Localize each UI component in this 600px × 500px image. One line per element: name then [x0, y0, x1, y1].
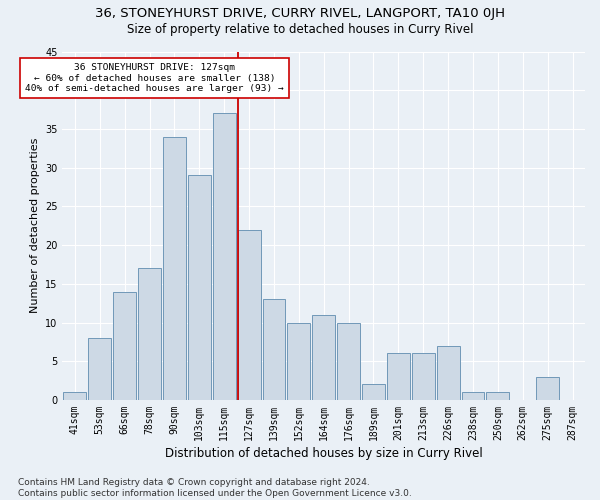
Bar [64, 392, 86, 400]
Bar [337, 322, 360, 400]
Bar [188, 176, 211, 400]
Bar [412, 354, 435, 400]
Bar [88, 338, 111, 400]
Bar [138, 268, 161, 400]
Bar [312, 315, 335, 400]
Text: 36 STONEYHURST DRIVE: 127sqm
← 60% of detached houses are smaller (138)
40% of s: 36 STONEYHURST DRIVE: 127sqm ← 60% of de… [25, 63, 284, 93]
Bar [113, 292, 136, 400]
Bar [163, 136, 186, 400]
Bar [387, 354, 410, 400]
Bar [213, 114, 236, 400]
Text: Size of property relative to detached houses in Curry Rivel: Size of property relative to detached ho… [127, 22, 473, 36]
Bar [461, 392, 484, 400]
X-axis label: Distribution of detached houses by size in Curry Rivel: Distribution of detached houses by size … [165, 447, 482, 460]
Text: 36, STONEYHURST DRIVE, CURRY RIVEL, LANGPORT, TA10 0JH: 36, STONEYHURST DRIVE, CURRY RIVEL, LANG… [95, 8, 505, 20]
Bar [536, 376, 559, 400]
Y-axis label: Number of detached properties: Number of detached properties [29, 138, 40, 314]
Bar [362, 384, 385, 400]
Bar [487, 392, 509, 400]
Bar [263, 300, 286, 400]
Text: Contains HM Land Registry data © Crown copyright and database right 2024.
Contai: Contains HM Land Registry data © Crown c… [18, 478, 412, 498]
Bar [287, 322, 310, 400]
Bar [238, 230, 260, 400]
Bar [437, 346, 460, 400]
